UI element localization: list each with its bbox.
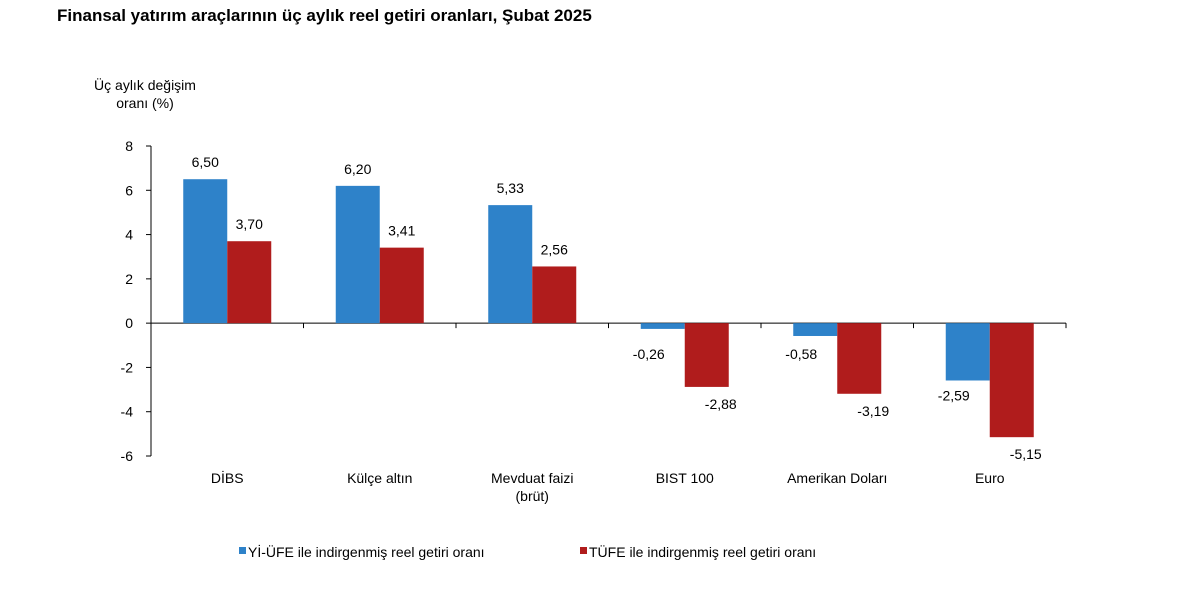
data-label-yiufe-4: -0,58	[785, 346, 817, 362]
y-tick-label: 4	[125, 227, 133, 243]
data-label-yiufe-3: -0,26	[633, 346, 665, 362]
data-label-tufe-0: 3,70	[236, 216, 263, 232]
legend-label-0: Yİ-ÜFE ile indirgenmiş reel getiri oranı	[248, 543, 485, 560]
axes: -6 -4 -2 0 2 4 6 8	[121, 138, 1067, 464]
bar-tufe-2	[532, 266, 577, 324]
y-tick-label: 6	[125, 182, 133, 198]
data-label-tufe-3: -2,88	[705, 396, 737, 412]
y-axis-label: Üç aylık değişim oranı (%)	[94, 76, 196, 111]
data-label-tufe-2: 2,56	[541, 241, 568, 257]
bar-yiufe-5	[945, 323, 990, 381]
y-tick-label: 0	[125, 315, 133, 331]
category-label: Külçe altın	[347, 470, 412, 486]
bar-tufe-0	[227, 241, 272, 324]
bar-yiufe-2	[488, 205, 533, 324]
bars	[183, 179, 1034, 438]
category-labels: DİBS Külçe altın Mevduat faizi (brüt) BIST 1…	[211, 469, 1005, 504]
y-tick-label: -6	[121, 448, 134, 464]
category-label: (brüt)	[516, 488, 549, 504]
category-label: Amerikan Doları	[787, 470, 887, 486]
category-label: DİBS	[211, 469, 244, 486]
data-label-yiufe-1: 6,20	[344, 161, 371, 177]
data-label-tufe-4: -3,19	[857, 403, 889, 419]
bar-yiufe-1	[335, 185, 380, 324]
bar-yiufe-3	[640, 323, 685, 329]
category-label: Euro	[975, 470, 1005, 486]
chart-title: Finansal yatırım araçlarının üç aylık re…	[57, 6, 592, 25]
y-tick-label: -2	[121, 359, 134, 375]
data-label-yiufe-0: 6,50	[192, 154, 219, 170]
y-tick-label: -4	[121, 404, 134, 420]
legend-label-1: TÜFE ile indirgenmiş reel getiri oranı	[589, 543, 816, 560]
bar-tufe-4	[837, 323, 882, 394]
legend: Yİ-ÜFE ile indirgenmiş reel getiri oranı…	[239, 543, 816, 560]
bar-yiufe-0	[183, 179, 228, 324]
data-label-tufe-5: -5,15	[1010, 446, 1042, 462]
y-tick-label: 8	[125, 138, 133, 154]
y-axis-label-line: oranı (%)	[116, 95, 174, 111]
y-axis-label-line: Üç aylık değişim	[94, 76, 196, 93]
data-labels: 6,50 6,20 5,33 -0,26 -0,58 -2,59 3,70 3,41 2,56 -…	[192, 154, 1042, 462]
data-label-yiufe-5: -2,59	[938, 387, 970, 403]
bar-tufe-3	[684, 323, 729, 387]
category-label: BIST 100	[656, 470, 714, 486]
data-label-yiufe-2: 5,33	[497, 180, 524, 196]
data-label-tufe-1: 3,41	[388, 223, 415, 239]
legend-swatch-1	[580, 547, 587, 554]
bar-yiufe-4	[793, 323, 838, 336]
bar-tufe-5	[989, 323, 1034, 438]
bar-tufe-1	[379, 247, 424, 324]
y-tick-label: 2	[125, 271, 133, 287]
legend-swatch-0	[239, 547, 246, 554]
category-label: Mevduat faizi	[491, 470, 573, 486]
